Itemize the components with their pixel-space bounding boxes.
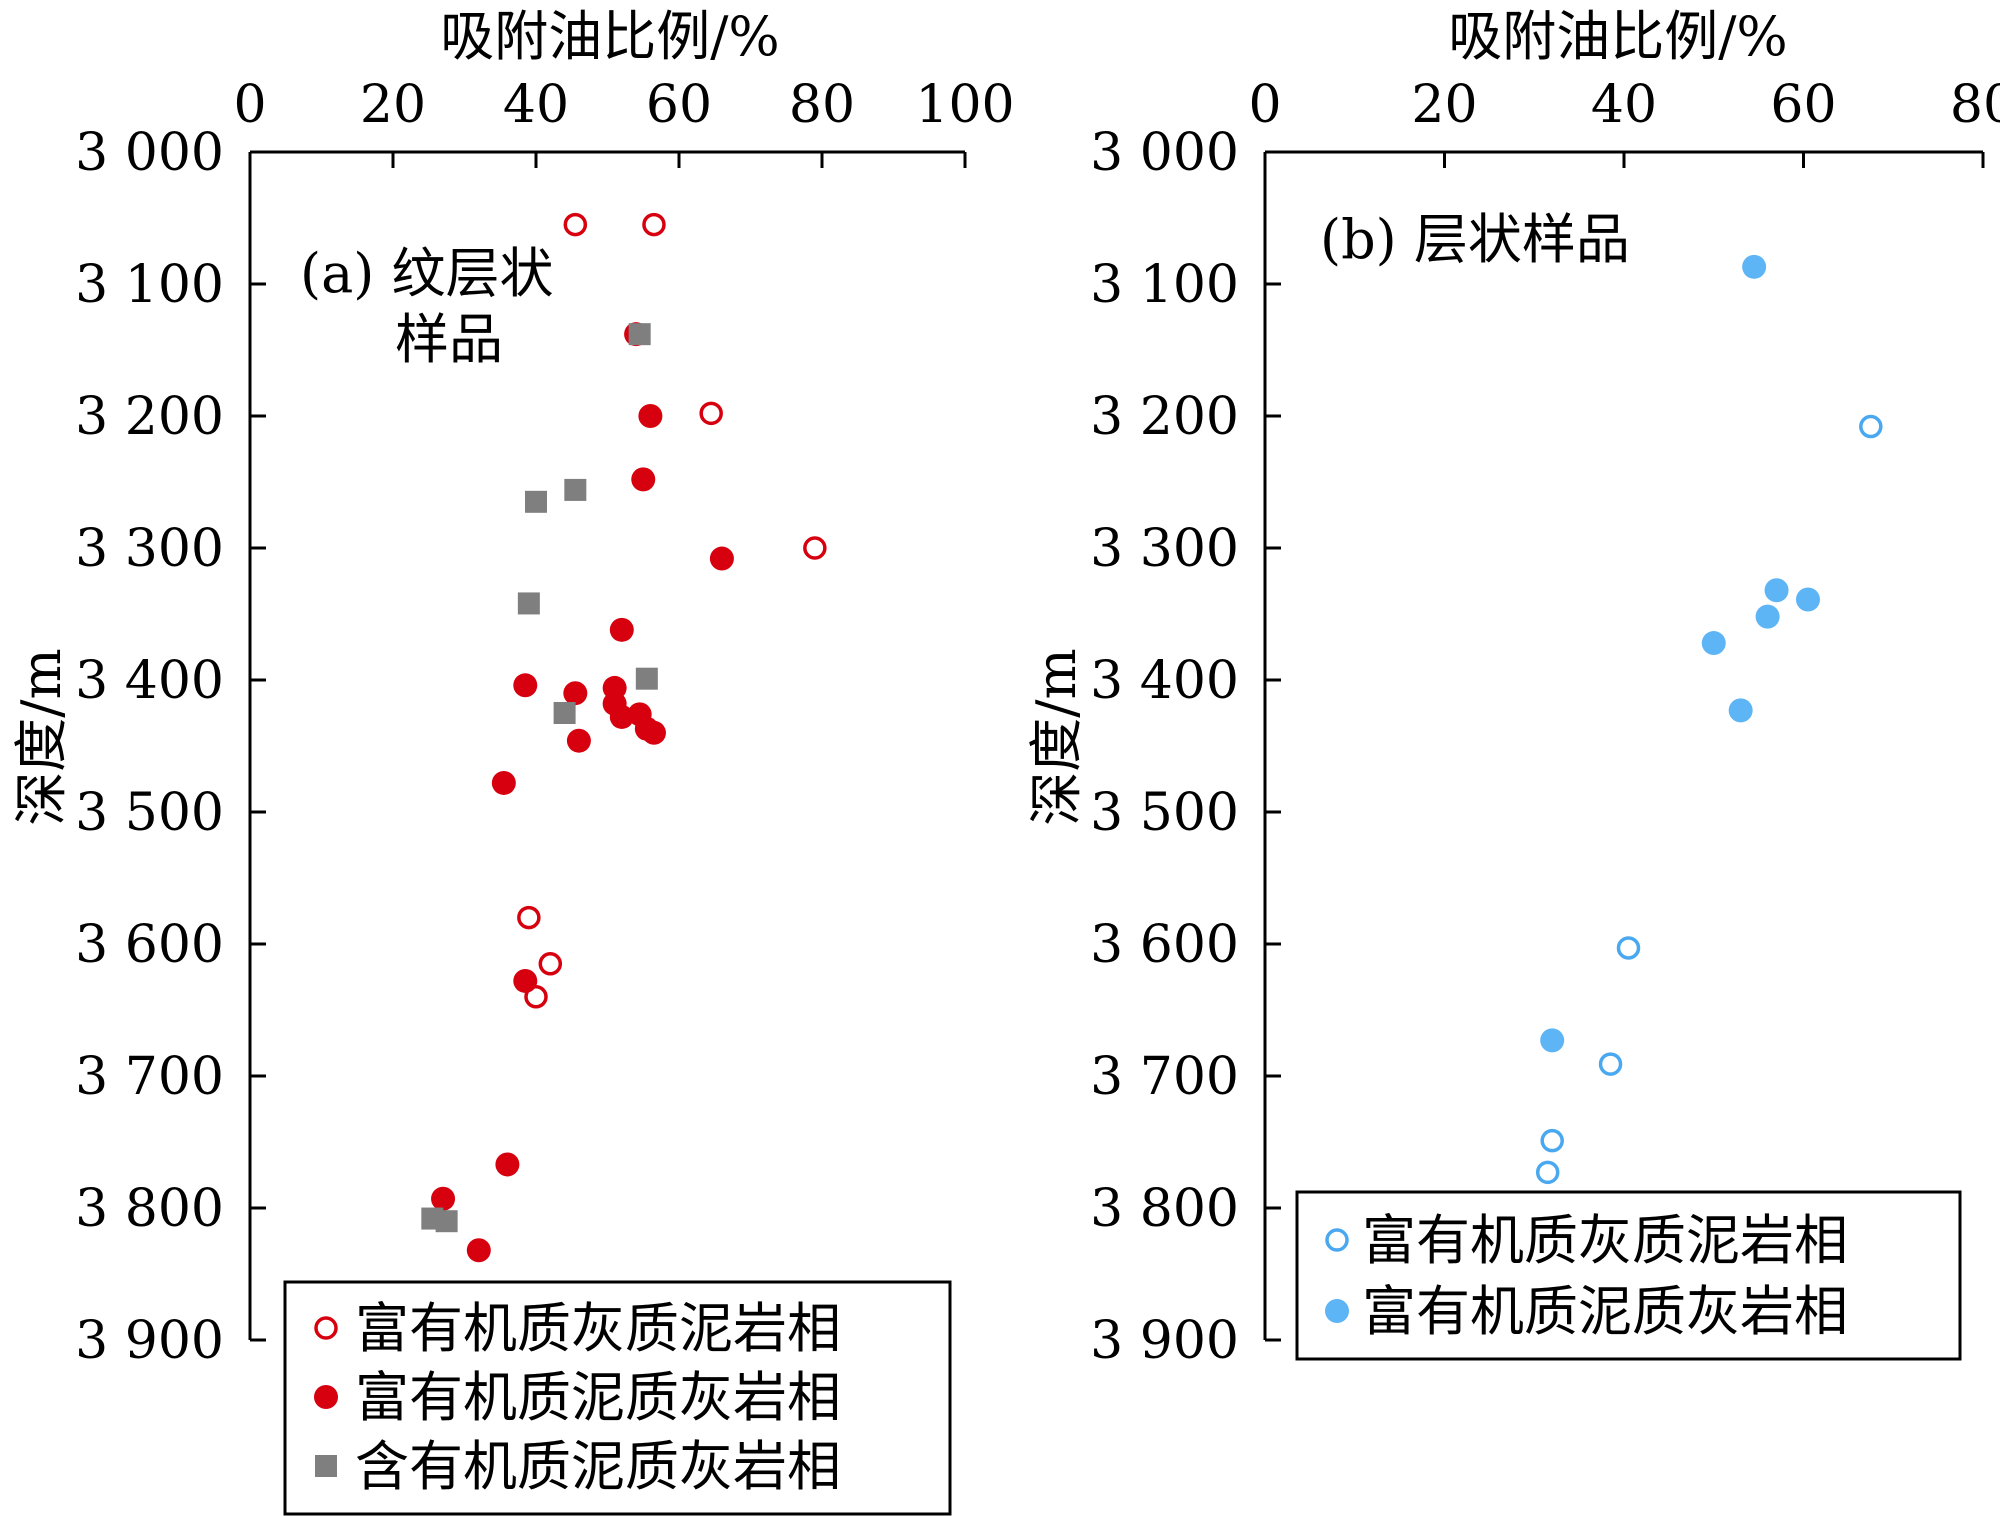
legend-marker-a-1 — [314, 1385, 338, 1409]
point-a-s0-1 — [642, 212, 666, 237]
x-tick-label-a-4: 80 — [789, 75, 855, 135]
x-tick-label-b-0: 0 — [1248, 75, 1281, 135]
legend-label-a-0: 富有机质灰质泥岩相 — [355, 1297, 841, 1360]
point-b-s0-0 — [1859, 414, 1883, 439]
y-tick-label-b-0: 3 000 — [1090, 123, 1239, 183]
point-a-s2-3 — [517, 592, 540, 615]
legend-label-a-2: 含有机质泥质灰岩相 — [355, 1435, 841, 1498]
point-b-s1-6 — [1540, 1028, 1565, 1053]
point-b-s1-4 — [1701, 631, 1726, 656]
y-tick-label-a-2: 3 200 — [75, 387, 224, 447]
x-tick-label-a-2: 40 — [503, 75, 569, 135]
point-a-s1-18 — [466, 1238, 491, 1263]
x-tick-label-a-0: 0 — [233, 75, 266, 135]
x-tick-label-a-5: 100 — [915, 75, 1014, 135]
x-tick-label-b-4: 80 — [1950, 75, 2000, 135]
point-a-s1-2 — [631, 467, 656, 492]
point-a-s1-17 — [431, 1186, 456, 1211]
point-a-s2-0 — [628, 323, 651, 346]
y-tick-label-b-5: 3 500 — [1090, 783, 1239, 843]
point-b-s1-1 — [1764, 578, 1789, 603]
x-tick-label-a-3: 60 — [646, 75, 712, 135]
y-tick-label-b-9: 3 900 — [1090, 1311, 1239, 1371]
point-b-s0-1 — [1616, 936, 1641, 960]
point-a-s1-12 — [641, 720, 666, 745]
point-a-s1-1 — [638, 404, 663, 428]
legend-label-a-1: 富有机质泥质灰岩相 — [355, 1366, 841, 1429]
legend-marker-a-2 — [315, 1455, 337, 1477]
legend-marker-a-0 — [314, 1316, 338, 1340]
point-b-s1-0 — [1742, 254, 1767, 279]
x-tick-label-b-3: 60 — [1770, 75, 1836, 135]
point-a-s2-7 — [435, 1210, 458, 1233]
y-tick-label-a-9: 3 900 — [75, 1311, 224, 1371]
point-a-s1-3 — [709, 546, 734, 571]
point-b-s1-2 — [1795, 587, 1820, 612]
y-axis-title-a: 深度/m — [10, 648, 73, 825]
point-b-s0-2 — [1598, 1052, 1623, 1076]
legend-box-a — [283, 1280, 952, 1516]
point-a-s2-1 — [564, 478, 587, 501]
x-tick-label-b-1: 20 — [1411, 75, 1477, 135]
point-a-s1-14 — [491, 770, 516, 795]
point-a-s1-4 — [609, 617, 634, 642]
y-tick-label-a-5: 3 500 — [75, 783, 224, 843]
x-tick-label-a-1: 20 — [360, 75, 426, 135]
y-tick-label-a-7: 3 700 — [75, 1047, 224, 1107]
point-a-s1-13 — [566, 728, 591, 753]
point-b-s0-3 — [1540, 1128, 1564, 1153]
point-b-s1-3 — [1755, 604, 1780, 629]
legend-marker-b-0 — [1325, 1228, 1349, 1252]
legend-marker-b-1 — [1325, 1299, 1349, 1323]
y-tick-label-a-3: 3 300 — [75, 519, 224, 579]
point-a-s0-0 — [563, 212, 588, 237]
point-a-s0-4 — [517, 905, 541, 930]
y-tick-label-b-1: 3 100 — [1090, 255, 1239, 315]
y-axis-title-b: 深度/m — [1025, 648, 1088, 825]
point-a-s0-2 — [699, 401, 723, 426]
panel-label-a: (a) 纹层状 — [300, 242, 554, 305]
y-tick-label-b-2: 3 200 — [1090, 387, 1239, 447]
legend-label-b-1: 富有机质泥质灰岩相 — [1362, 1280, 1848, 1343]
x-axis-title-b: 吸附油比例/% — [1448, 5, 1788, 68]
panel-label-a-line2: 样品 — [395, 308, 503, 371]
legend-box-b — [1295, 1190, 1962, 1361]
y-tick-label-b-7: 3 700 — [1090, 1047, 1239, 1107]
y-tick-label-a-0: 3 000 — [75, 123, 224, 183]
point-a-s0-3 — [803, 536, 827, 560]
x-tick-label-b-2: 40 — [1591, 75, 1657, 135]
point-a-s1-16 — [495, 1152, 520, 1177]
point-a-s0-5 — [538, 952, 563, 976]
y-tick-label-a-4: 3 400 — [75, 651, 224, 711]
point-a-s2-5 — [553, 702, 576, 724]
y-tick-label-b-8: 3 800 — [1090, 1179, 1239, 1239]
x-axis-title-a: 吸附油比例/% — [440, 5, 780, 68]
point-b-s0-4 — [1535, 1160, 1560, 1185]
legend-label-b-0: 富有机质灰质泥岩相 — [1362, 1209, 1848, 1272]
point-a-s1-5 — [513, 673, 538, 698]
point-a-s2-2 — [525, 490, 547, 513]
y-tick-label-b-3: 3 300 — [1090, 519, 1239, 579]
y-tick-label-a-8: 3 800 — [75, 1179, 224, 1239]
y-tick-label-b-4: 3 400 — [1090, 651, 1239, 711]
panel-label-b: (b) 层状样品 — [1320, 208, 1630, 271]
point-a-s1-15 — [513, 968, 538, 993]
y-tick-label-a-1: 3 100 — [75, 255, 224, 315]
y-tick-label-b-6: 3 600 — [1090, 915, 1239, 975]
point-a-s2-4 — [635, 667, 658, 690]
point-b-s1-5 — [1728, 698, 1753, 723]
point-a-s1-9 — [609, 704, 634, 729]
point-a-s0-6 — [524, 985, 548, 1009]
point-a-s1-6 — [563, 681, 588, 706]
y-tick-label-a-6: 3 600 — [75, 915, 224, 975]
